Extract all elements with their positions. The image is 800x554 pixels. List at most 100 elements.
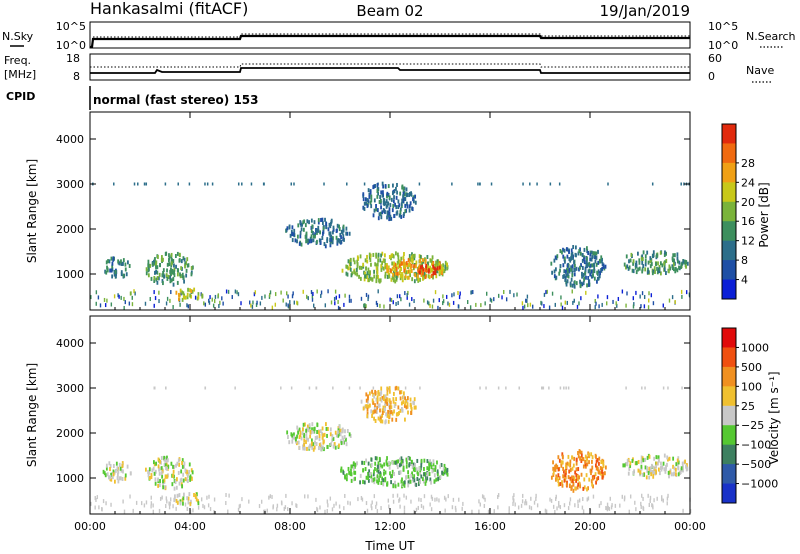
data-cell [396, 260, 399, 265]
data-cell [424, 481, 427, 486]
data-cell [325, 422, 327, 427]
data-cell [553, 269, 556, 274]
data-cell [300, 436, 303, 441]
data-cell [334, 289, 337, 294]
data-cell [562, 247, 564, 252]
data-cell [383, 397, 385, 402]
data-cell [413, 474, 416, 479]
data-cell [164, 458, 167, 463]
data-cell [171, 482, 174, 487]
data-cell [373, 416, 375, 421]
data-cell [384, 201, 387, 206]
data-cell [562, 466, 565, 471]
data-cell [420, 261, 423, 266]
data-cell [327, 503, 329, 508]
data-cell [161, 495, 163, 500]
data-cell [334, 301, 336, 306]
data-cell [396, 462, 398, 467]
data-cell [597, 269, 600, 274]
data-cell [662, 386, 665, 390]
data-cell [403, 505, 406, 510]
data-cell [133, 182, 136, 186]
data-cell [663, 453, 666, 458]
data-cell [592, 484, 594, 489]
x-tick-label: 04:00 [174, 520, 206, 533]
data-cell [329, 432, 332, 437]
data-cell [566, 272, 569, 277]
data-cell [370, 462, 373, 467]
data-cell [632, 304, 635, 309]
data-cell [399, 207, 402, 212]
data-cell [159, 478, 161, 483]
data-cell [286, 226, 289, 231]
data-cell [354, 271, 357, 276]
data-cell [413, 279, 416, 284]
data-cell [426, 466, 429, 471]
data-cell [596, 477, 598, 482]
data-cell [567, 454, 570, 459]
data-cell [437, 305, 439, 310]
data-cell [179, 499, 182, 504]
data-cell [176, 280, 179, 285]
data-cell [677, 472, 680, 477]
data-cell [400, 456, 403, 461]
data-cell [213, 510, 215, 515]
data-cell [398, 498, 400, 503]
data-cell [414, 462, 416, 467]
data-cell [370, 198, 373, 203]
data-cell [675, 462, 678, 467]
data-cell [400, 462, 402, 467]
data-cell [157, 457, 160, 462]
data-cell [305, 239, 307, 244]
data-cell [569, 281, 572, 286]
data-cell [315, 386, 317, 390]
data-cell [368, 278, 370, 283]
data-cell [442, 263, 444, 268]
data-cell [413, 199, 415, 204]
data-cell [563, 256, 566, 261]
data-cell [668, 456, 671, 461]
data-cell [649, 466, 652, 471]
data-cell [376, 194, 379, 199]
data-cell [313, 220, 316, 225]
data-cell [564, 269, 567, 274]
data-cell [581, 271, 583, 276]
data-cell [298, 427, 301, 432]
data-cell [405, 457, 408, 462]
data-cell [393, 268, 396, 273]
data-cell [143, 182, 146, 186]
data-cell [313, 303, 315, 308]
data-cell [329, 238, 331, 243]
data-cell [545, 290, 547, 295]
data-cell [352, 461, 355, 466]
data-cell [648, 469, 651, 474]
data-cell [393, 214, 396, 219]
data-cell [153, 303, 155, 308]
data-cell [403, 212, 405, 217]
data-cell [323, 447, 325, 452]
data-cell [586, 487, 588, 492]
data-cell [612, 299, 614, 304]
data-cell [336, 223, 339, 228]
data-cell [296, 434, 298, 439]
data-cell [432, 264, 435, 269]
data-cell [602, 264, 605, 269]
data-cell [184, 262, 187, 267]
data-cell [409, 262, 411, 267]
data-cell [525, 501, 528, 506]
data-cell [181, 460, 183, 465]
data-cell [600, 255, 603, 260]
data-cell [118, 476, 121, 481]
data-cell [191, 289, 194, 294]
data-cell [375, 263, 378, 268]
data-cell [377, 274, 379, 279]
data-cell [332, 230, 334, 235]
data-cell [661, 263, 664, 268]
data-cell [529, 182, 531, 186]
data-cell [237, 507, 240, 512]
data-cell [615, 301, 617, 306]
data-cell [586, 262, 589, 267]
data-cell [304, 223, 307, 228]
data-cell [543, 304, 545, 309]
